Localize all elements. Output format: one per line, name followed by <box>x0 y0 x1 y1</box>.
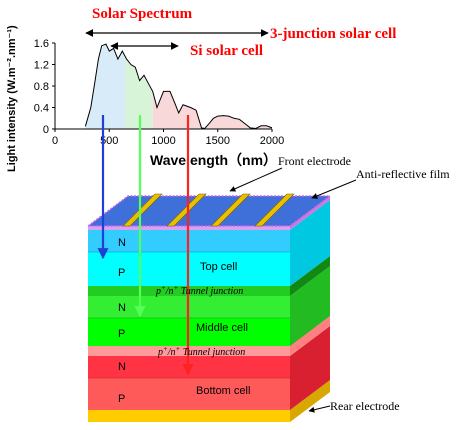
solar-spectrum-title: Solar Spectrum <box>92 6 193 22</box>
front-electrode-pointer <box>229 167 283 192</box>
spectrum-band-3 <box>152 91 272 129</box>
bottom-cell-label: Bottom cell <box>196 385 250 397</box>
y-tick-label: 0.8 <box>34 81 49 93</box>
spectrum-band-2 <box>125 57 153 129</box>
x-tick-label: 500 <box>100 135 118 147</box>
y-axis-ticks: 0 0.4 0.8 1.2 1.6 <box>34 38 55 136</box>
rear-electrode-pointer <box>308 405 331 413</box>
three-junction-title: 3-junction solar cell <box>270 26 396 42</box>
top-cell-p-label: P <box>118 267 125 279</box>
anti-reflective-label: Anti-reflective film <box>356 167 450 181</box>
anti-reflective-pointer <box>311 179 357 199</box>
front-electrode-fingers <box>122 193 295 227</box>
x-tick-label: 2000 <box>260 135 284 147</box>
x-tick-label: 0 <box>52 135 58 147</box>
front-electrode-label: Front electrode <box>278 154 351 168</box>
top-cell-label: Top cell <box>200 261 237 273</box>
spectrum-curve <box>84 43 273 130</box>
x-tick-label: 1500 <box>206 135 230 147</box>
y-tick-label: 0.4 <box>34 103 49 115</box>
y-tick-label: 0 <box>43 124 49 136</box>
bottom-cell-n-label: N <box>118 361 126 373</box>
spectrum-chart: 0 0.4 0.8 1.2 1.6 0 500 1000 1500 2000 Light int… <box>6 25 284 172</box>
x-axis-label: Wavelength（nm） <box>150 152 277 168</box>
bottom-cell-p-label: P <box>118 393 125 405</box>
x-axis-ticks: 0 500 1000 1500 2000 <box>52 129 284 147</box>
si-cell-title: Si solar cell <box>190 43 263 59</box>
x-tick-label: 1000 <box>151 135 175 147</box>
spectrum-band-1 <box>85 44 126 129</box>
spectrum-band-fills <box>85 44 272 129</box>
y-axis-label: Light intensity (W.m⁻².nm⁻¹) <box>6 25 18 172</box>
rear-electrode-label: Rear electrode <box>330 399 400 413</box>
y-tick-label: 1.6 <box>34 38 49 50</box>
tunnel-junction-2-label: p+/n+ Tunnel junction <box>157 345 245 358</box>
middle-cell-n-label: N <box>118 302 126 314</box>
middle-cell-label: Middle cell <box>196 322 248 334</box>
tunnel-junction-1-label: p+/n+ Tunnel junction <box>155 284 243 297</box>
rear-electrode-layer <box>88 380 330 422</box>
y-tick-label: 1.2 <box>34 60 49 72</box>
top-cell-n-label: N <box>118 237 126 249</box>
middle-cell-p-label: P <box>118 328 125 340</box>
